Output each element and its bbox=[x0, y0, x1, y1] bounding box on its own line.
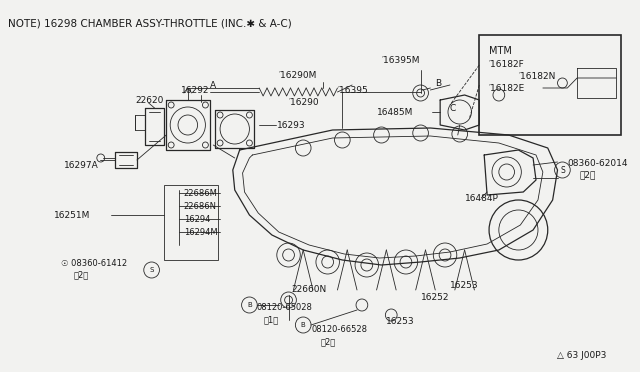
Bar bbox=[479, 35, 621, 135]
Text: （1）: （1） bbox=[264, 315, 279, 324]
Text: ′16395: ′16395 bbox=[337, 86, 368, 94]
Text: ′16182E: ′16182E bbox=[489, 84, 525, 93]
Text: ′16182F: ′16182F bbox=[489, 60, 525, 69]
Text: 16251M: 16251M bbox=[54, 211, 90, 219]
Text: （2）: （2） bbox=[74, 270, 88, 279]
Text: MTM: MTM bbox=[489, 46, 512, 56]
Text: 08120-65028: 08120-65028 bbox=[256, 304, 312, 312]
Text: 16293: 16293 bbox=[277, 121, 305, 129]
Bar bbox=[164, 185, 218, 260]
Text: B: B bbox=[247, 302, 252, 308]
Text: 16484P: 16484P bbox=[465, 193, 499, 202]
Text: 16253: 16253 bbox=[387, 317, 415, 327]
Text: B: B bbox=[435, 78, 442, 87]
Text: 16292: 16292 bbox=[181, 86, 209, 94]
Text: 08120-66528: 08120-66528 bbox=[311, 326, 367, 334]
Text: 16294: 16294 bbox=[184, 215, 211, 224]
Text: 16297A: 16297A bbox=[63, 160, 99, 170]
Text: S: S bbox=[149, 267, 154, 273]
Text: 22620: 22620 bbox=[135, 96, 163, 105]
Text: （2）: （2） bbox=[579, 170, 595, 180]
Text: A: A bbox=[210, 80, 216, 90]
Text: B: B bbox=[301, 322, 305, 328]
Text: ′16395M: ′16395M bbox=[381, 55, 420, 64]
Text: S: S bbox=[560, 166, 564, 174]
Text: ′16290: ′16290 bbox=[289, 97, 319, 106]
Text: 16252: 16252 bbox=[420, 294, 449, 302]
Text: 16253: 16253 bbox=[450, 280, 479, 289]
Text: ′16290M: ′16290M bbox=[279, 71, 317, 80]
Text: C: C bbox=[450, 103, 456, 112]
Text: 16294M: 16294M bbox=[184, 228, 218, 237]
Text: △ 63 J00P3: △ 63 J00P3 bbox=[557, 351, 607, 360]
Text: 08360-62014: 08360-62014 bbox=[567, 158, 628, 167]
Text: NOTE) 16298 CHAMBER ASSY-THROTTLE (INC.✱ & A-C): NOTE) 16298 CHAMBER ASSY-THROTTLE (INC.✱… bbox=[8, 18, 292, 28]
Text: ′16182N: ′16182N bbox=[518, 72, 556, 81]
Text: ☉ 08360-61412: ☉ 08360-61412 bbox=[61, 259, 127, 267]
Text: 16485M: 16485M bbox=[376, 108, 413, 116]
Text: 22686M: 22686M bbox=[184, 189, 218, 198]
Text: 22686N: 22686N bbox=[184, 202, 217, 211]
Text: 22660N: 22660N bbox=[291, 285, 327, 295]
Text: （2）: （2） bbox=[321, 337, 336, 346]
